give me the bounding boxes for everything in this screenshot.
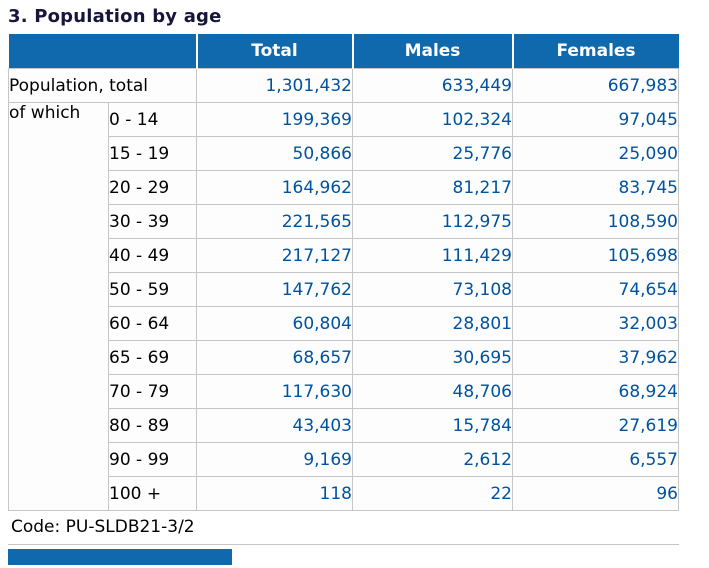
value-total: 117,630 [196,374,353,409]
value-females: 83,745 [512,170,679,205]
value-females: 6,557 [512,442,679,477]
value-females: 37,962 [512,340,679,375]
value-total: 147,762 [196,272,353,307]
corner-header-cell [8,34,197,69]
value-males: 81,217 [352,170,513,205]
age-label: 70 - 79 [108,374,197,409]
value-total: 164,962 [196,170,353,205]
table-body: Population, total 1,301,432 633,449 667,… [8,68,679,511]
value-total: 60,804 [196,306,353,341]
table-row: 65 - 69 68,657 30,695 37,962 [9,340,679,375]
value-males: 28,801 [352,306,513,341]
column-header-total: Total [195,34,353,69]
value-total: 9,169 [196,442,353,477]
value-males: 15,784 [352,408,513,443]
table-row: 70 - 79 117,630 48,706 68,924 [9,374,679,409]
value-total: 43,403 [196,408,353,443]
table-code: Code: PU-SLDB21-3/2 [8,511,679,545]
age-label: 20 - 29 [108,170,197,205]
age-label: 65 - 69 [108,340,197,375]
value-total: 50,866 [196,136,353,171]
table-row: 15 - 19 50,866 25,776 25,090 [9,136,679,171]
value-females: 97,045 [512,102,679,137]
value-males: 112,975 [352,204,513,239]
value-males: 30,695 [352,340,513,375]
next-table-header-partial [8,549,232,565]
value-females: 25,090 [512,136,679,171]
value-total: 118 [196,476,353,511]
population-by-age-table: Total Males Females Population, total 1,… [8,34,679,511]
age-label: 40 - 49 [108,238,197,273]
table-row: 40 - 49 217,127 111,429 105,698 [9,238,679,273]
row-label: Population, total [8,68,197,103]
age-label: 50 - 59 [108,272,197,307]
value-males: 25,776 [352,136,513,171]
table-row: 100 + 118 22 96 [9,476,679,511]
value-females: 27,619 [512,408,679,443]
value-males: 48,706 [352,374,513,409]
table-row: 30 - 39 221,565 112,975 108,590 [9,204,679,239]
table-header: Total Males Females [8,34,679,69]
value-males: 111,429 [352,238,513,273]
age-label: 100 + [108,476,197,511]
age-label: 60 - 64 [108,306,197,341]
column-header-females: Females [511,34,679,69]
age-label: 90 - 99 [108,442,197,477]
table-row: 90 - 99 9,169 2,612 6,557 [9,442,679,477]
table-row-population-total: Population, total 1,301,432 633,449 667,… [8,68,679,103]
value-females: 667,983 [512,68,679,103]
value-males: 73,108 [352,272,513,307]
table-row: 20 - 29 164,962 81,217 83,745 [9,170,679,205]
value-females: 68,924 [512,374,679,409]
age-label: 15 - 19 [108,136,197,171]
header-row: Total Males Females [8,34,679,69]
value-total: 199,369 [196,102,353,137]
age-label: 80 - 89 [108,408,197,443]
value-total: 68,657 [196,340,353,375]
value-total: 221,565 [196,204,353,239]
value-males: 102,324 [352,102,513,137]
value-males: 633,449 [352,68,513,103]
value-females: 108,590 [512,204,679,239]
page-title: 3. Population by age [8,6,222,27]
value-females: 74,654 [512,272,679,307]
group-label-of-which: of which [8,102,109,511]
age-label: 0 - 14 [108,102,197,137]
table-row: of which 0 - 14 199,369 102,324 97,045 [8,102,679,511]
value-females: 32,003 [512,306,679,341]
value-males: 22 [352,476,513,511]
table-row: 50 - 59 147,762 73,108 74,654 [9,272,679,307]
age-label: 30 - 39 [108,204,197,239]
value-females: 105,698 [512,238,679,273]
column-header-males: Males [351,34,513,69]
value-total: 217,127 [196,238,353,273]
value-males: 2,612 [352,442,513,477]
table-row: 80 - 89 43,403 15,784 27,619 [9,408,679,443]
table-row: 60 - 64 60,804 28,801 32,003 [9,306,679,341]
value-females: 96 [512,476,679,511]
value-total: 1,301,432 [196,68,353,103]
